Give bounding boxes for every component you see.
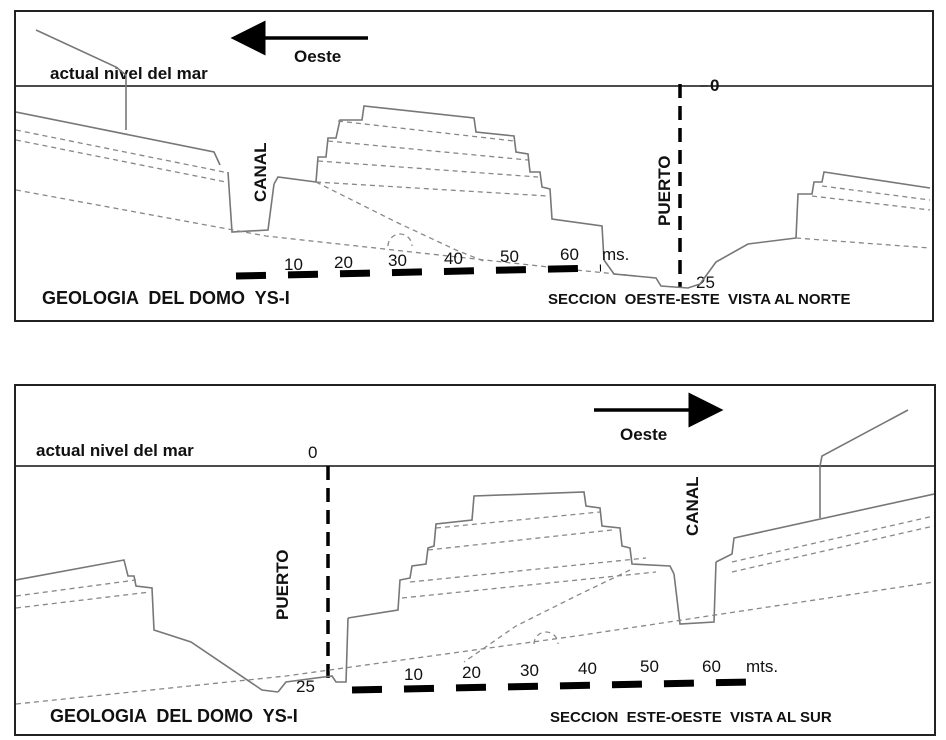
seabed-profile <box>603 259 701 289</box>
dome-stratum <box>427 529 613 551</box>
buried-structure <box>387 233 413 247</box>
depth-zero-label: 0 <box>308 443 317 462</box>
scale-bar <box>351 678 751 694</box>
sea-level-label: actual nivel del mar <box>36 441 194 460</box>
scale-tick-50: 50 <box>640 657 659 676</box>
scale-tick-50: 50 <box>500 247 519 266</box>
scale-tick-20: 20 <box>334 253 353 272</box>
rock-layer-dashed <box>731 525 934 573</box>
rock-layer-dashed <box>16 591 151 609</box>
dome-step-profile <box>347 491 675 619</box>
rock-layer-dashed <box>16 129 225 173</box>
dome-stratum <box>337 120 515 142</box>
terrain-profile <box>35 29 127 76</box>
dome-stratum <box>409 557 647 583</box>
dome-stratum <box>327 140 529 161</box>
fault-line <box>463 569 631 663</box>
rock-layer-dashed <box>821 185 931 201</box>
scale-tick-40: 40 <box>444 249 463 268</box>
scale-bar <box>235 264 602 280</box>
depth-bottom-label: 25 <box>696 273 715 292</box>
rock-layer-dashed <box>795 237 931 249</box>
depth-zero-label: 0 <box>710 76 719 95</box>
scale-tick-30: 30 <box>388 251 407 270</box>
seabed-profile <box>699 237 797 285</box>
top-section-panel: Oeste actual nivel del mar CANAL 0 PUERT… <box>14 10 934 322</box>
sea-level-label: actual nivel del mar <box>50 64 208 83</box>
rock-layer-dashed <box>16 139 227 183</box>
dome-stratum <box>435 511 601 529</box>
canal-label: CANAL <box>251 143 270 203</box>
rock-layer-top <box>16 111 221 166</box>
diagram-title: GEOLOGIA DEL DOMO YS-I <box>50 706 298 726</box>
seabed-profile <box>277 617 349 693</box>
direction-label: Oeste <box>620 425 667 444</box>
scale-unit: mts. <box>746 657 778 676</box>
rock-layer-dashed <box>16 579 137 597</box>
section-caption: SECCION ESTE-OESTE VISTA AL SUR <box>550 709 832 726</box>
canal-label: CANAL <box>683 477 702 537</box>
terrain-profile <box>819 409 909 467</box>
scale-tick-60: 60 <box>560 245 579 264</box>
direction-label: Oeste <box>294 47 341 66</box>
section-caption: SECCION OESTE-ESTE VISTA AL NORTE <box>548 291 851 308</box>
scale-tick-30: 30 <box>520 661 539 680</box>
canal-cut <box>673 561 717 625</box>
rock-layer-top <box>16 559 279 693</box>
scale-tick-10: 10 <box>404 665 423 684</box>
scale-tick-60: 60 <box>702 657 721 676</box>
dome-step-profile <box>273 105 605 261</box>
dome-stratum <box>317 160 539 178</box>
depth-bottom-label: 25 <box>296 677 315 696</box>
regional-stratum <box>16 189 637 277</box>
dome-stratum <box>401 571 657 599</box>
scale-tick-10: 10 <box>284 255 303 274</box>
dome-stratum <box>315 181 549 197</box>
regional-stratum <box>16 581 934 705</box>
top-section-drawing: Oeste actual nivel del mar CANAL 0 PUERT… <box>16 20 932 308</box>
canal-cut <box>227 171 275 233</box>
rock-layer-top <box>795 171 931 239</box>
rock-layer-top <box>715 493 934 563</box>
diagram-title: GEOLOGIA DEL DOMO YS-I <box>42 288 290 308</box>
scale-unit: ms. <box>602 245 629 264</box>
rock-layer-dashed <box>811 195 931 211</box>
scale-tick-20: 20 <box>462 663 481 682</box>
rock-layer-dashed <box>731 515 934 563</box>
puerto-label: PUERTO <box>655 155 674 226</box>
bottom-section-panel: Oeste actual nivel del mar 0 PUERTO 25 C… <box>14 384 936 736</box>
bottom-section-drawing: Oeste actual nivel del mar 0 PUERTO 25 C… <box>16 392 934 726</box>
scale-tick-40: 40 <box>578 659 597 678</box>
fault-line <box>315 181 487 263</box>
puerto-label: PUERTO <box>273 549 292 620</box>
buried-structure <box>533 631 559 645</box>
